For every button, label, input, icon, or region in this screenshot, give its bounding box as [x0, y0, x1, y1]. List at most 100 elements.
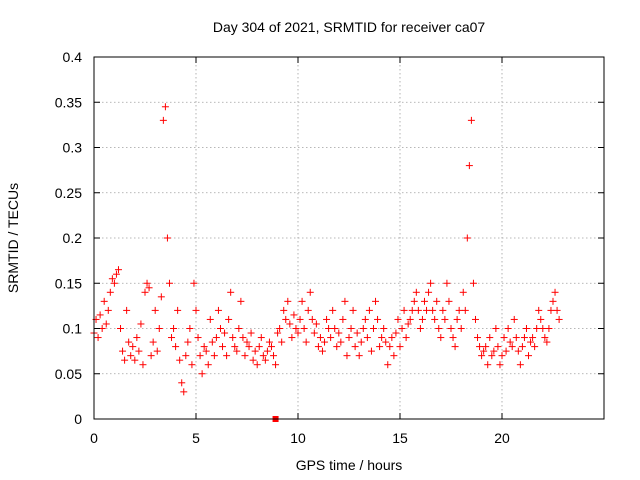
- data-point: [204, 361, 212, 369]
- data-point: [131, 356, 139, 364]
- data-point: [196, 352, 204, 360]
- data-point: [439, 306, 447, 314]
- data-point: [176, 356, 184, 364]
- ticks-layer: 0 0.05 0.1 0.15 0.2 0.25 0.3 0.35 0.4 0 5 10 15 20: [55, 49, 604, 446]
- data-point: [514, 347, 522, 355]
- data-point: [369, 325, 377, 332]
- data-point: [137, 320, 145, 328]
- data-point: [265, 338, 273, 346]
- data-point: [227, 288, 235, 296]
- data-point: [214, 306, 222, 314]
- data-point: [235, 325, 243, 332]
- data-point: [535, 306, 543, 314]
- data-point: [278, 338, 286, 346]
- data-point: [435, 325, 443, 332]
- data-point: [255, 343, 263, 351]
- data-point: [545, 325, 553, 332]
- data-point: [110, 279, 118, 287]
- data-point: [168, 334, 176, 342]
- data-point: [502, 347, 510, 355]
- data-point: [221, 329, 229, 337]
- data-point: [488, 352, 496, 360]
- data-point: [314, 343, 322, 351]
- y-tick-label: 0: [74, 411, 82, 427]
- data-point: [437, 334, 445, 342]
- data-point: [474, 334, 482, 342]
- grid-layer: [94, 57, 604, 419]
- data-point: [510, 315, 518, 323]
- data-point: [123, 306, 131, 314]
- data-point: [151, 306, 159, 314]
- x-tick-label: 5: [192, 430, 200, 446]
- data-point: [386, 343, 394, 351]
- data-point: [331, 325, 339, 332]
- data-point: [525, 352, 533, 360]
- data-point: [384, 361, 392, 369]
- data-point: [325, 325, 333, 332]
- x-tick-label: 10: [290, 430, 306, 446]
- data-point: [114, 266, 122, 274]
- data-point: [549, 297, 557, 305]
- data-point: [106, 288, 114, 296]
- data-point: [163, 234, 171, 242]
- data-point: [135, 347, 143, 355]
- data-point: [306, 288, 314, 296]
- data-point: [445, 297, 453, 305]
- data-point: [280, 306, 288, 314]
- data-point: [388, 334, 396, 342]
- data-point: [372, 297, 380, 305]
- data-point: [425, 288, 433, 296]
- data-point: [512, 334, 520, 342]
- data-point: [263, 347, 271, 355]
- data-point: [286, 320, 294, 328]
- data-point: [451, 343, 459, 351]
- data-point: [261, 356, 269, 364]
- data-point: [449, 334, 457, 342]
- data-point: [225, 315, 233, 323]
- data-point: [465, 162, 473, 170]
- data-point: [129, 343, 137, 351]
- data-point: [104, 306, 112, 314]
- data-point: [133, 334, 141, 342]
- data-point: [161, 103, 169, 111]
- data-point: [463, 234, 471, 242]
- data-point: [402, 334, 410, 342]
- data-point: [274, 329, 282, 337]
- data-point: [555, 315, 563, 323]
- data-point: [478, 352, 486, 360]
- data-point: [447, 325, 455, 332]
- data-point: [467, 116, 475, 124]
- data-point: [357, 338, 365, 346]
- data-point: [404, 320, 412, 328]
- data-point: [378, 334, 386, 342]
- data-point: [304, 306, 312, 314]
- data-point: [188, 361, 196, 369]
- data-point: [125, 338, 133, 346]
- data-point: [121, 356, 129, 364]
- data-point: [155, 325, 163, 332]
- x-tick-label: 15: [392, 430, 408, 446]
- data-point: [457, 325, 465, 332]
- data-point: [482, 343, 490, 351]
- data-point: [296, 315, 304, 323]
- data-point: [543, 338, 551, 346]
- data-point: [520, 334, 528, 342]
- data-point: [241, 352, 249, 360]
- data-point: [547, 306, 555, 314]
- data-point: [172, 343, 180, 351]
- data-point: [539, 325, 547, 332]
- data-point: [170, 325, 178, 332]
- data-point: [335, 329, 343, 337]
- data-point: [351, 343, 359, 351]
- y-tick-label: 0.15: [55, 275, 82, 291]
- data-point: [312, 320, 320, 328]
- data-point: [108, 275, 116, 283]
- data-point: [410, 297, 418, 305]
- data-point: [127, 352, 135, 360]
- data-point: [192, 306, 200, 314]
- data-point: [394, 315, 402, 323]
- y-tick-label: 0.25: [55, 185, 82, 201]
- data-point: [347, 325, 355, 332]
- data-point: [367, 347, 375, 355]
- data-point: [208, 338, 216, 346]
